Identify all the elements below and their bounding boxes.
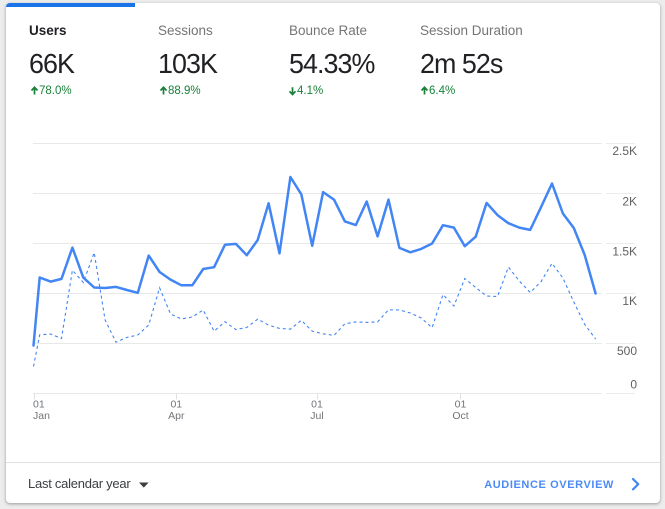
svg-text:01: 01 <box>311 399 323 411</box>
svg-text:01: 01 <box>170 399 182 411</box>
svg-text:2.5K: 2.5K <box>612 144 637 158</box>
svg-text:500: 500 <box>617 344 637 358</box>
svg-text:0: 0 <box>630 377 637 391</box>
svg-text:Jan: Jan <box>33 410 50 422</box>
svg-text:01: 01 <box>33 399 45 411</box>
svg-text:01: 01 <box>455 399 467 411</box>
svg-text:2K: 2K <box>622 194 637 208</box>
svg-text:Jul: Jul <box>310 410 323 422</box>
svg-text:Oct: Oct <box>452 410 468 422</box>
svg-text:Apr: Apr <box>168 410 185 422</box>
svg-text:1K: 1K <box>622 294 637 308</box>
svg-text:1.5K: 1.5K <box>612 244 637 258</box>
